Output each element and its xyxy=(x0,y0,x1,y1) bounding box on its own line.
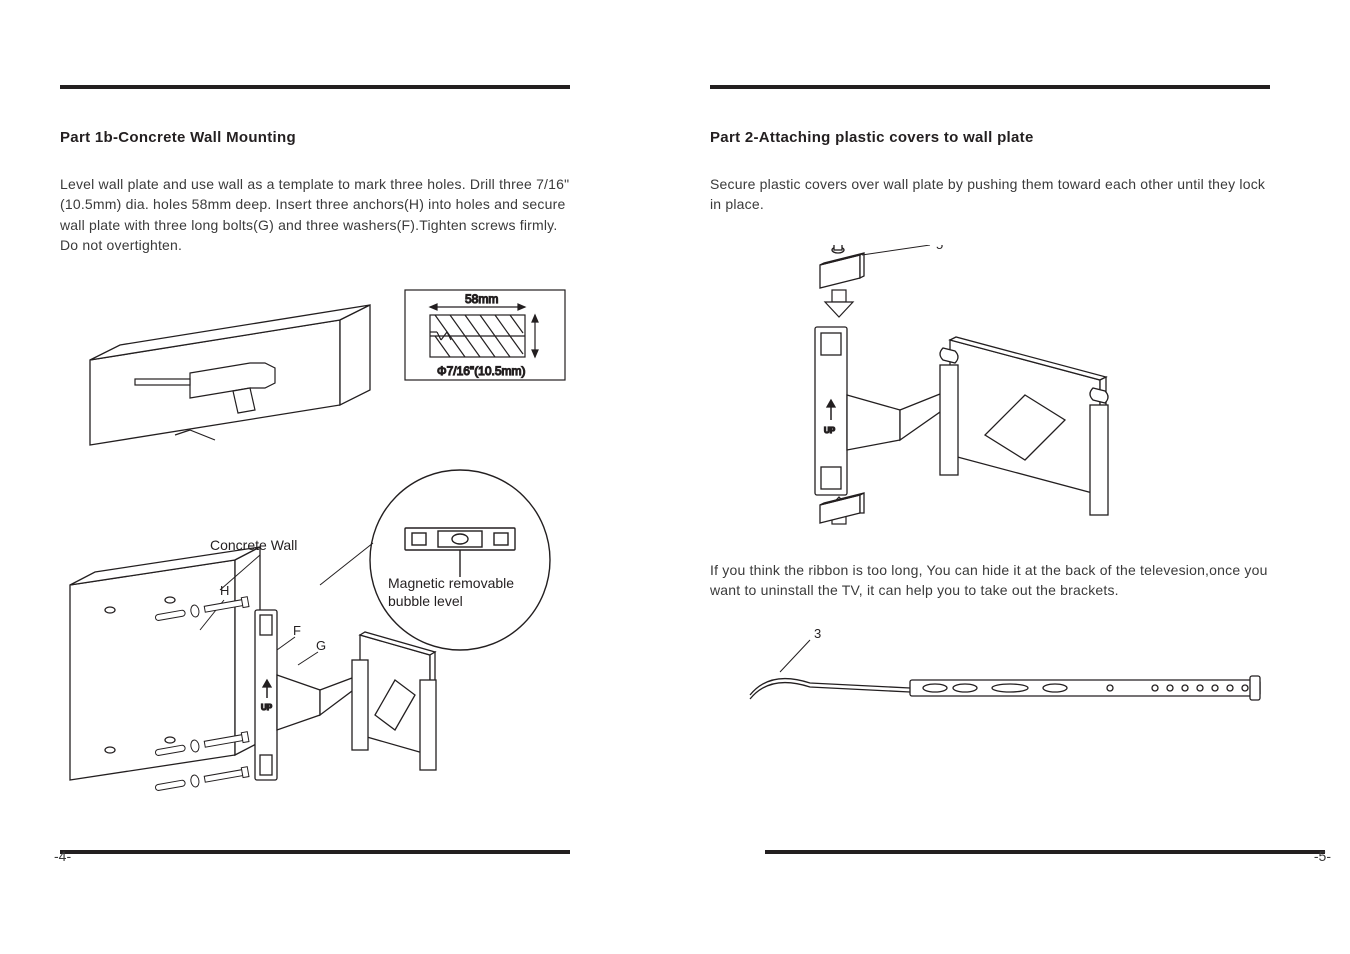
callout-level-l2: bubble level xyxy=(388,593,463,609)
callout-ribbon: 3 xyxy=(814,626,821,641)
page-number-right: -5- xyxy=(1314,848,1331,864)
page-number-left: -4- xyxy=(54,848,71,864)
body-right-2: If you think the ribbon is too long, You… xyxy=(710,560,1270,601)
svg-text:UP: UP xyxy=(261,703,273,712)
label-f: F xyxy=(293,623,301,638)
body-right-1: Secure plastic covers over wall plate by… xyxy=(710,174,1270,215)
dim-dia: Φ7/16"(10.5mm) xyxy=(437,364,526,378)
callout-level-l1: Magnetic removable xyxy=(388,575,514,591)
heading-right: Part 2-Attaching plastic covers to wall … xyxy=(710,129,1325,146)
page-left: Part 1b-Concrete Wall Mounting Level wal… xyxy=(60,0,675,954)
diagram-ribbon: 3 xyxy=(710,620,1325,745)
callout-cover: 5 xyxy=(936,245,943,252)
dim-depth: 58mm xyxy=(465,292,498,306)
label-h: H xyxy=(220,583,229,598)
heading-left: Part 1b-Concrete Wall Mounting xyxy=(60,129,675,146)
rule-bottom-left xyxy=(60,850,570,854)
rule-top-right xyxy=(710,85,1270,89)
callout-wall: Concrete Wall xyxy=(210,537,297,553)
page-right: Part 2-Attaching plastic covers to wall … xyxy=(710,0,1325,954)
diagram-concrete-wall: 58mm Φ7/16"(10.5mm) Magnetic removable b… xyxy=(60,285,675,820)
rule-bottom-right xyxy=(765,850,1325,854)
label-g: G xyxy=(316,638,326,653)
diagram-covers: UP xyxy=(800,245,1325,535)
rule-top xyxy=(60,85,570,89)
svg-text:UP: UP xyxy=(824,426,836,435)
body-left: Level wall plate and use wall as a templ… xyxy=(60,174,570,255)
